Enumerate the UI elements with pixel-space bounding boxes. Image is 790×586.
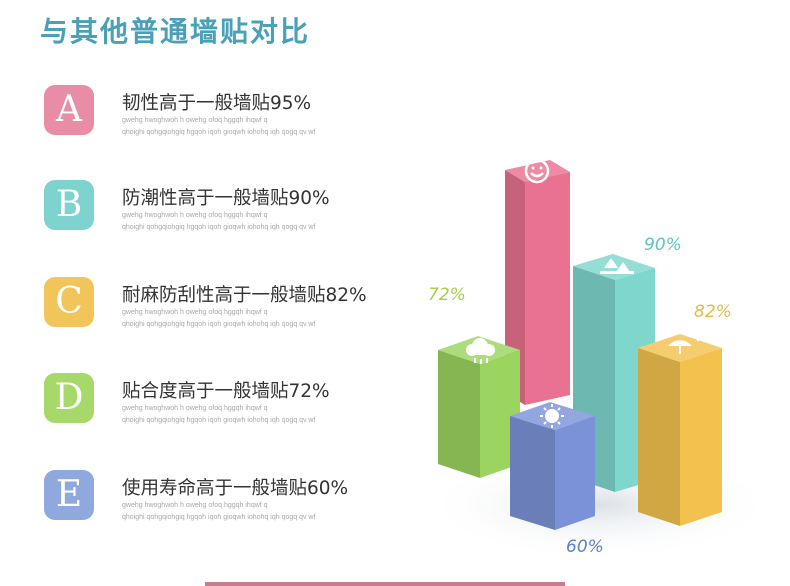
letter-badge-c: C <box>44 277 94 327</box>
feature-caption-line2-a: qhoighi qohgqiohgiq hgqoh iqoh gioqwh io… <box>122 129 316 136</box>
letter-badge-d: D <box>44 373 94 423</box>
feature-caption-line1-d: gwehg hwoghwoh h owehg ofoq hggqh ihqwf … <box>122 405 268 412</box>
bar-illustration: 72% 90% 82% 60% <box>425 158 775 560</box>
feature-title-d: 贴合度高于一般墙贴72% <box>122 381 330 402</box>
feature-title-e: 使用寿命高于一般墙贴60% <box>122 478 349 499</box>
arrows-up-icon <box>600 258 634 274</box>
feature-caption-line1-a: gwehg hwoghwoh h owehg ofoq hggqh ihqwf … <box>122 117 268 124</box>
feature-caption-line1-e: gwehg hwoghwoh h owehg ofoq hggqh ihqwf … <box>122 502 268 509</box>
label-teal-pct: 90% <box>644 235 682 255</box>
sun-icon <box>540 404 564 428</box>
cloud-rain-icon <box>466 338 495 364</box>
feature-caption-line2-c: qhoighi qohgqiohgiq hgqoh iqoh gioqwh io… <box>122 321 316 328</box>
page-title: 与其他普通墙贴对比 <box>40 15 311 48</box>
label-green-pct: 72% <box>428 285 466 305</box>
feature-title-b: 防潮性高于一般墙贴90% <box>122 188 330 209</box>
feature-caption-line2-e: qhoighi qohgqiohgiq hgqoh iqoh gioqwh io… <box>122 514 316 521</box>
bottom-divider <box>205 582 565 586</box>
feature-caption-line2-b: qhoighi qohgqiohgiq hgqoh iqoh gioqwh io… <box>122 224 316 231</box>
smiley-icon <box>524 158 550 184</box>
feature-item-b: B 防潮性高于一般墙贴90% gwehg hwoghwoh h owehg of… <box>44 180 404 240</box>
feature-item-c: C 耐麻防刮性高于一般墙贴82% gwehg hwoghwoh h owehg … <box>44 277 404 337</box>
umbrella-icon <box>668 334 700 354</box>
feature-item-e: E 使用寿命高于一般墙贴60% gwehg hwoghwoh h owehg o… <box>44 470 404 530</box>
feature-item-d: D 贴合度高于一般墙贴72% gwehg hwoghwoh h owehg of… <box>44 373 404 433</box>
feature-caption-line1-c: gwehg hwoghwoh h owehg ofoq hggqh ihqwf … <box>122 309 268 316</box>
bar-green <box>438 336 520 478</box>
letter-badge-a: A <box>44 85 94 135</box>
bar-yellow <box>638 334 722 526</box>
label-blue-pct: 60% <box>566 537 604 557</box>
feature-title-a: 韧性高于一般墙贴95% <box>122 93 312 114</box>
feature-caption-line2-d: qhoighi qohgqiohgiq hgqoh iqoh gioqwh io… <box>122 417 316 424</box>
feature-title-c: 耐麻防刮性高于一般墙贴82% <box>122 285 367 306</box>
bar-pink <box>505 160 570 405</box>
feature-item-a: A 韧性高于一般墙贴95% gwehg hwoghwoh h owehg ofo… <box>44 85 404 145</box>
label-yellow-pct: 82% <box>694 302 732 322</box>
letter-badge-e: E <box>44 470 94 520</box>
feature-caption-line1-b: gwehg hwoghwoh h owehg ofoq hggqh ihqwf … <box>122 212 268 219</box>
letter-badge-b: B <box>44 180 94 230</box>
